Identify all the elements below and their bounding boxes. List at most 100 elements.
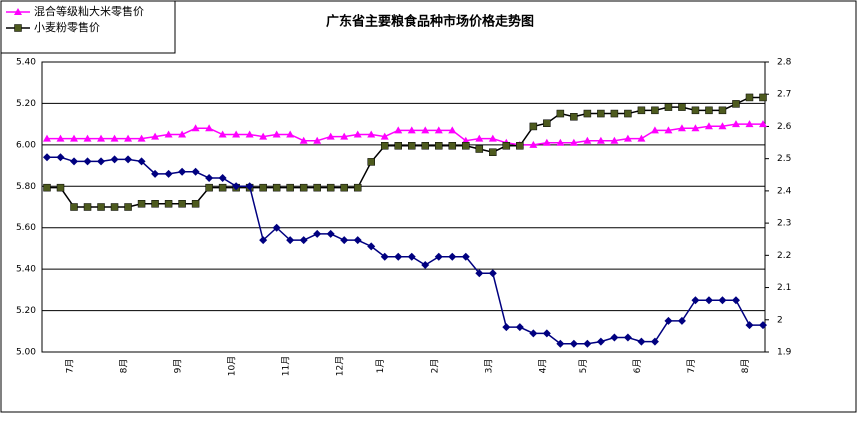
point — [637, 337, 646, 346]
point — [43, 153, 51, 162]
point — [704, 122, 713, 130]
point — [624, 109, 632, 118]
point — [704, 296, 713, 305]
point — [191, 167, 200, 176]
point — [326, 132, 335, 140]
point — [610, 136, 619, 144]
point — [259, 183, 267, 192]
point — [340, 132, 349, 140]
point — [137, 157, 146, 166]
point — [759, 120, 767, 128]
x-tick-label: 5月 — [578, 359, 589, 374]
point — [529, 329, 538, 338]
point — [596, 136, 605, 144]
point — [462, 142, 470, 150]
point — [367, 158, 375, 166]
point — [732, 100, 740, 108]
point — [299, 136, 308, 144]
legend-box — [0, 0, 176, 54]
point — [664, 316, 673, 325]
point — [502, 323, 511, 332]
point — [650, 337, 659, 346]
point — [475, 145, 484, 153]
point — [394, 252, 403, 261]
point — [286, 183, 294, 192]
legend-label: 混合等级籼大米零售价 — [34, 4, 144, 18]
point — [178, 130, 187, 138]
point — [164, 200, 173, 208]
point — [489, 148, 497, 156]
point — [313, 136, 322, 144]
point — [178, 167, 187, 176]
point — [678, 103, 686, 111]
point — [70, 134, 79, 142]
point — [691, 124, 700, 132]
point — [124, 155, 133, 164]
point — [43, 183, 51, 192]
point — [83, 157, 92, 166]
point — [664, 103, 673, 111]
point — [421, 126, 430, 134]
point — [340, 236, 349, 245]
y2-tick-label: 2.7 — [777, 90, 791, 100]
point — [597, 109, 605, 118]
point — [745, 321, 754, 330]
point — [178, 200, 186, 208]
point — [556, 339, 565, 348]
y2-tick-label: 2.2 — [777, 251, 791, 261]
y-tick-label: 5.60 — [16, 223, 36, 233]
point — [623, 333, 632, 342]
point — [137, 200, 146, 208]
point — [245, 182, 254, 191]
x-tick-label: 6月 — [632, 359, 643, 374]
point — [407, 126, 416, 134]
point — [245, 130, 254, 138]
point — [677, 124, 686, 132]
point — [677, 316, 686, 325]
point — [137, 134, 146, 142]
point — [759, 321, 767, 330]
point — [448, 142, 457, 150]
point — [488, 269, 497, 278]
point — [232, 130, 241, 138]
point — [164, 169, 173, 178]
point — [110, 203, 119, 211]
point — [205, 174, 214, 182]
x-tick-label: 8月 — [740, 359, 751, 374]
point — [259, 236, 268, 245]
point — [691, 106, 700, 115]
point — [718, 106, 727, 115]
point — [651, 106, 659, 115]
x-tick-label: 9月 — [173, 359, 184, 374]
x-tick-label: 12月 — [335, 356, 346, 376]
point — [326, 229, 335, 238]
x-tick-label: 4月 — [537, 359, 548, 374]
point — [488, 134, 497, 142]
point — [164, 130, 173, 138]
point — [299, 236, 308, 245]
y2-tick-label: 2.1 — [777, 283, 791, 293]
point — [286, 130, 295, 138]
point — [272, 223, 281, 232]
point — [56, 134, 65, 142]
point — [97, 134, 106, 142]
point — [340, 183, 348, 192]
x-tick-label: 2月 — [429, 359, 440, 374]
y-tick-label: 5.20 — [16, 99, 36, 109]
point — [14, 8, 22, 15]
point — [664, 126, 673, 134]
point — [731, 296, 740, 305]
x-tick-label: 7月 — [65, 359, 76, 374]
point — [313, 183, 321, 192]
point — [124, 134, 133, 142]
point — [543, 119, 551, 127]
y-tick-label: 5.20 — [16, 306, 36, 316]
point — [461, 136, 470, 144]
point — [380, 252, 389, 261]
x-tick-label: 7月 — [686, 359, 697, 374]
point — [759, 93, 767, 102]
point — [569, 339, 578, 348]
point — [610, 109, 619, 118]
y-tick-label: 5.40 — [16, 265, 36, 275]
